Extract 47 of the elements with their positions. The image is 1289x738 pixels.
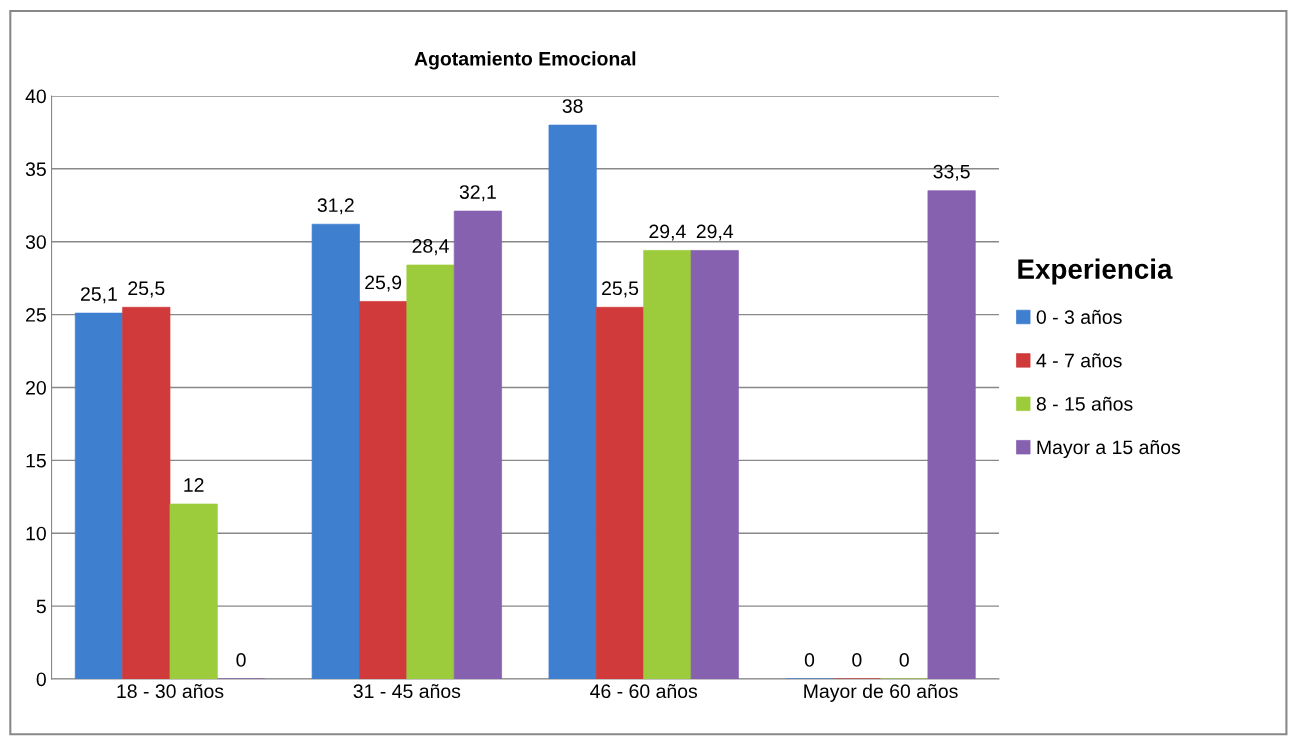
y-tick-label: 10 [26,526,46,541]
data-label: 38 [562,99,583,113]
legend-label: 8 - 15 años [1036,396,1133,411]
data-label: 25,9 [365,275,402,292]
bar [595,306,645,679]
data-label: 0 [236,653,246,667]
y-tick-label: 5 [36,599,46,614]
legend-label: Mayor a 15 años [1037,440,1181,459]
bar [122,306,171,679]
y-tick-label: 15 [26,454,46,468]
data-label: 25,5 [128,281,165,298]
data-label: 32,1 [459,185,496,202]
y-tick-label: 30 [25,235,46,249]
bar [311,223,360,679]
data-label: 25,1 [80,287,117,304]
data-label: 0 [804,653,815,667]
legend-label: 4 - 7 años [1036,353,1122,368]
data-label: 29,4 [696,224,734,241]
y-tick-label: 0 [36,672,46,687]
legend-label: 0 - 3 años [1036,309,1122,324]
x-tick-label: 46 - 60 años [590,683,698,699]
chart-title: Agotamiento Emocional [414,51,636,70]
x-tick-label: 18 - 30 años [117,683,224,699]
bar [406,264,455,679]
bar [927,190,976,679]
bar [74,312,123,679]
bar [359,301,408,679]
y-tick-label: 20 [26,380,46,395]
x-tick-label: Mayor de 60 años [804,683,958,702]
data-label: 0 [899,653,909,667]
data-label: 33,5 [933,164,970,181]
data-label: 28,4 [412,239,449,256]
bar [690,250,739,679]
data-label: 31,2 [317,198,354,215]
data-label: 12 [184,478,204,492]
bar [453,210,502,679]
bar [548,124,597,679]
y-tick-label: 35 [25,162,46,177]
y-tick-label: 40 [25,89,46,104]
y-tick-label: 25 [26,308,46,322]
data-label: 29,4 [649,224,686,241]
legend-title: Experiencia [1018,258,1173,285]
bar [643,250,692,679]
x-tick-label: 31 - 45 años [353,683,461,699]
data-label: 0 [852,653,862,667]
data-label: 25,5 [602,281,639,298]
bar [169,503,218,679]
